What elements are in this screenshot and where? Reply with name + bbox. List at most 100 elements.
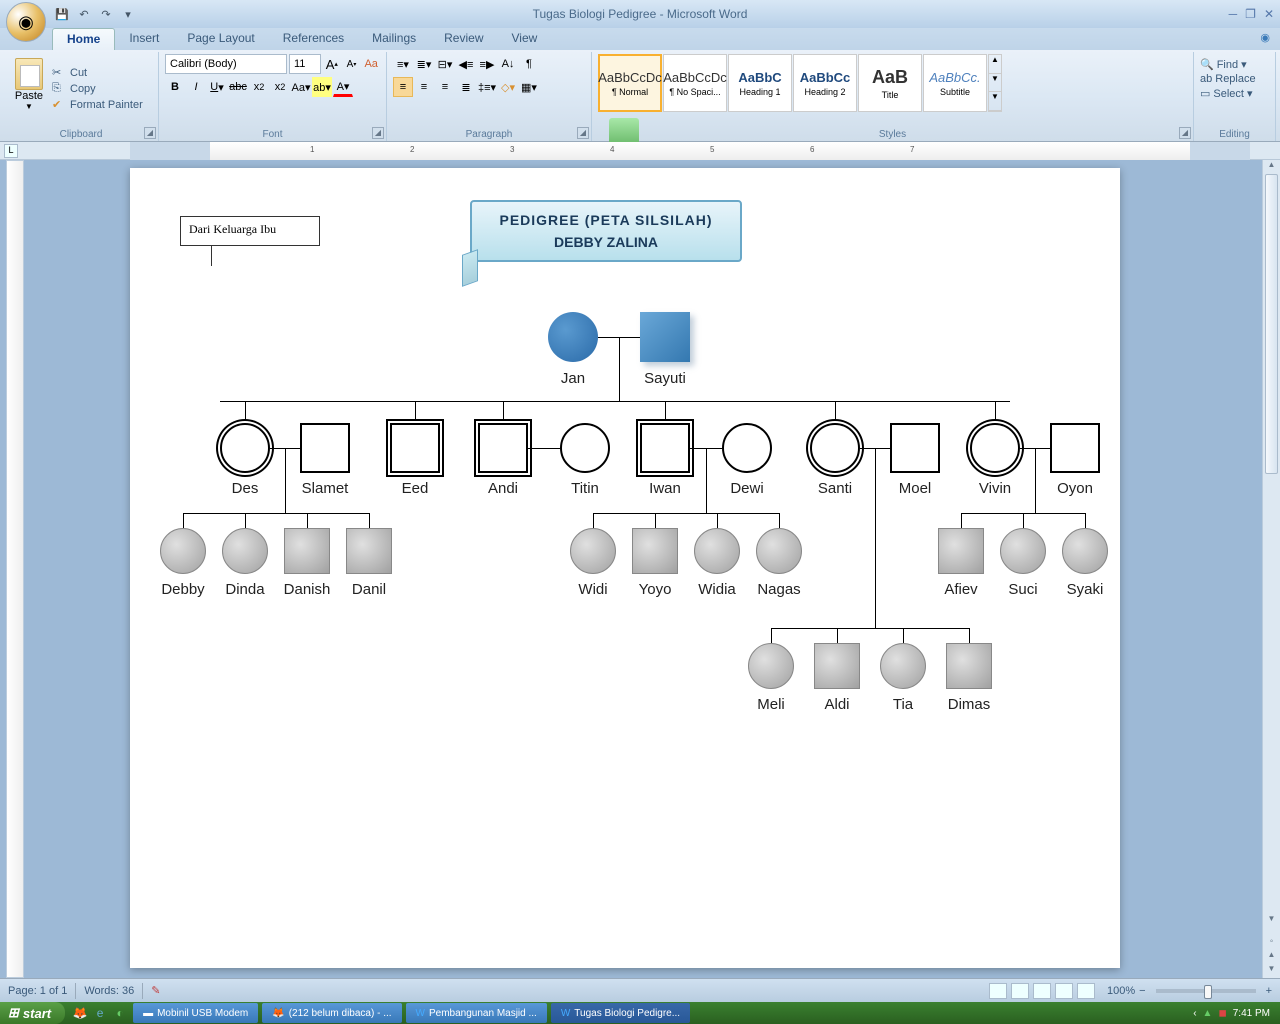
redo-icon[interactable]: ↷: [96, 4, 116, 24]
align-left-button[interactable]: ≡: [393, 77, 413, 97]
bold-button[interactable]: B: [165, 77, 185, 97]
borders-button[interactable]: ▦▾: [519, 77, 539, 97]
node-des[interactable]: [220, 423, 270, 473]
node-widia[interactable]: [694, 528, 740, 574]
tab-view[interactable]: View: [498, 28, 552, 50]
tab-review[interactable]: Review: [430, 28, 497, 50]
node-meli[interactable]: [748, 643, 794, 689]
firefox-icon[interactable]: 🦊: [71, 1004, 89, 1022]
style-subtitle[interactable]: AaBbCc.Subtitle: [923, 54, 987, 112]
underline-button[interactable]: U▾: [207, 77, 227, 97]
subscript-button[interactable]: x2: [249, 77, 269, 97]
node-jan[interactable]: [548, 312, 598, 362]
help-icon[interactable]: ◉: [1250, 28, 1280, 50]
replace-button[interactable]: abReplace: [1200, 73, 1269, 85]
save-icon[interactable]: 💾: [52, 4, 72, 24]
office-button[interactable]: ◉: [6, 2, 46, 42]
task-word-2[interactable]: WTugas Biologi Pedigre...: [551, 1003, 690, 1023]
style-normal[interactable]: AaBbCcDc¶ Normal: [598, 54, 662, 112]
title-banner[interactable]: PEDIGREE (PETA SILSILAH) DEBBY ZALINA: [470, 200, 742, 262]
node-debby[interactable]: [160, 528, 206, 574]
proofing-icon[interactable]: ✎: [151, 984, 160, 997]
change-case-button[interactable]: Aa▾: [291, 77, 311, 97]
shrink-font-button[interactable]: A▾: [343, 54, 361, 74]
styles-launcher[interactable]: ◢: [1179, 127, 1191, 139]
minimize-button[interactable]: ─: [1229, 7, 1238, 21]
close-button[interactable]: ✕: [1264, 7, 1274, 21]
tab-mailings[interactable]: Mailings: [358, 28, 430, 50]
media-icon[interactable]: ◐: [111, 1004, 129, 1022]
node-vivin[interactable]: [970, 423, 1020, 473]
grow-font-button[interactable]: A▴: [323, 54, 341, 74]
view-web-layout[interactable]: [1033, 983, 1051, 999]
node-widi[interactable]: [570, 528, 616, 574]
clipboard-launcher[interactable]: ◢: [144, 127, 156, 139]
task-mobinil[interactable]: ▬Mobinil USB Modem: [133, 1003, 258, 1023]
shading-button[interactable]: ◇▾: [498, 77, 518, 97]
node-moel[interactable]: [890, 423, 940, 473]
callout-box[interactable]: Dari Keluarga Ibu: [180, 216, 320, 246]
node-aldi[interactable]: [814, 643, 860, 689]
show-marks-button[interactable]: ¶: [519, 54, 539, 74]
view-full-screen[interactable]: [1011, 983, 1029, 999]
align-center-button[interactable]: ≡: [414, 77, 434, 97]
decrease-indent-button[interactable]: ◀≡: [456, 54, 476, 74]
document-page[interactable]: Dari Keluarga Ibu PEDIGREE (PETA SILSILA…: [130, 168, 1120, 968]
zoom-level[interactable]: 100%: [1107, 985, 1135, 997]
line-spacing-button[interactable]: ‡≡▾: [477, 77, 497, 97]
node-iwan[interactable]: [640, 423, 690, 473]
clear-format-button[interactable]: Aa: [362, 54, 380, 74]
multilevel-button[interactable]: ⊟▾: [435, 54, 455, 74]
node-andi[interactable]: [478, 423, 528, 473]
paragraph-launcher[interactable]: ◢: [577, 127, 589, 139]
tab-home[interactable]: Home: [52, 28, 115, 50]
increase-indent-button[interactable]: ≡▶: [477, 54, 497, 74]
node-syaki[interactable]: [1062, 528, 1108, 574]
clock[interactable]: 7:41 PM: [1233, 1008, 1270, 1019]
style-no-spacing[interactable]: AaBbCcDc¶ No Spaci...: [663, 54, 727, 112]
task-word-1[interactable]: WPembangunan Masjid ...: [406, 1003, 547, 1023]
tray-chevron-icon[interactable]: ‹: [1193, 1008, 1196, 1019]
status-words[interactable]: Words: 36: [84, 985, 134, 997]
vertical-ruler[interactable]: [6, 160, 24, 978]
system-tray[interactable]: ‹ ▲ ◼ 7:41 PM: [1193, 1008, 1280, 1019]
ie-icon[interactable]: e: [91, 1004, 109, 1022]
node-tia[interactable]: [880, 643, 926, 689]
style-heading-2[interactable]: AaBbCcHeading 2: [793, 54, 857, 112]
zoom-in-button[interactable]: +: [1266, 985, 1272, 997]
format-painter-button[interactable]: ✔Format Painter: [52, 98, 143, 112]
start-button[interactable]: ⊞start: [0, 1002, 65, 1024]
highlight-button[interactable]: ab▾: [312, 77, 332, 97]
undo-icon[interactable]: ↶: [74, 4, 94, 24]
node-danil[interactable]: [346, 528, 392, 574]
find-button[interactable]: 🔍Find ▾: [1200, 58, 1269, 71]
status-page[interactable]: Page: 1 of 1: [8, 985, 67, 997]
node-sayuti[interactable]: [640, 312, 690, 362]
node-afiev[interactable]: [938, 528, 984, 574]
font-launcher[interactable]: ◢: [372, 127, 384, 139]
node-suci[interactable]: [1000, 528, 1046, 574]
vertical-scrollbar[interactable]: ▲ ▼ ◦ ▲ ▼: [1262, 160, 1280, 978]
font-name-combo[interactable]: [165, 54, 287, 74]
node-nagas[interactable]: [756, 528, 802, 574]
zoom-slider[interactable]: [1156, 989, 1256, 993]
sort-button[interactable]: A↓: [498, 54, 518, 74]
node-dinda[interactable]: [222, 528, 268, 574]
node-oyon[interactable]: [1050, 423, 1100, 473]
tray-icon-2[interactable]: ◼: [1218, 1008, 1226, 1019]
justify-button[interactable]: ≣: [456, 77, 476, 97]
node-eed[interactable]: [390, 423, 440, 473]
view-print-layout[interactable]: [989, 983, 1007, 999]
restore-button[interactable]: ❐: [1245, 7, 1256, 21]
tab-page-layout[interactable]: Page Layout: [173, 28, 268, 50]
view-draft[interactable]: [1077, 983, 1095, 999]
tab-insert[interactable]: Insert: [115, 28, 173, 50]
zoom-out-button[interactable]: −: [1139, 985, 1145, 997]
node-dewi[interactable]: [722, 423, 772, 473]
paste-button[interactable]: Paste ▼: [10, 54, 48, 124]
bullets-button[interactable]: ≡▾: [393, 54, 413, 74]
view-outline[interactable]: [1055, 983, 1073, 999]
horizontal-ruler[interactable]: 1234567: [130, 142, 1250, 160]
style-title[interactable]: AaBTitle: [858, 54, 922, 112]
task-firefox[interactable]: 🦊(212 belum dibaca) - ...: [262, 1003, 401, 1023]
